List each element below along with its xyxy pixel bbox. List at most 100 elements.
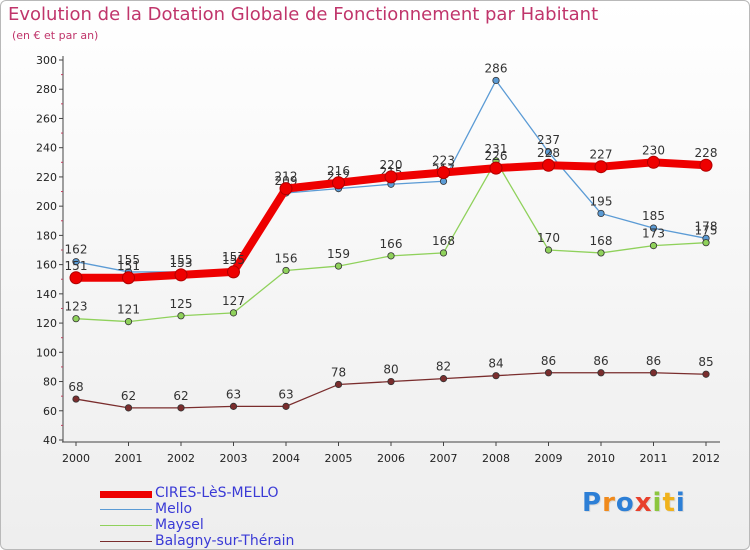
- chart-subtitle: (en € et par an): [12, 29, 99, 42]
- legend-label: Balagny-sur-Thérain: [155, 533, 295, 549]
- legend-swatch: [100, 509, 152, 510]
- data-point: [69, 271, 83, 285]
- data-point: [174, 268, 188, 282]
- data-label: 86: [541, 354, 556, 368]
- x-tick-label: 2002: [167, 452, 195, 465]
- y-tick-label: 160: [36, 259, 57, 272]
- data-label: 220: [380, 158, 403, 172]
- legend-swatch: [100, 525, 152, 526]
- logo-letter: P: [582, 488, 603, 518]
- data-point: [122, 271, 135, 285]
- proxiti-logo: Proxiti: [582, 488, 686, 518]
- data-label: 86: [593, 354, 608, 368]
- data-label: 84: [488, 357, 503, 371]
- data-point: [492, 372, 500, 380]
- data-point: [334, 380, 343, 389]
- data-point: [332, 176, 345, 190]
- data-label: 127: [222, 294, 245, 308]
- x-tick-label: 2007: [430, 452, 458, 465]
- data-label: 155: [170, 253, 193, 267]
- y-tick-label: 200: [36, 200, 57, 213]
- data-point: [597, 209, 605, 218]
- data-label: 230: [642, 143, 665, 157]
- data-label: 155: [117, 253, 140, 267]
- data-point: [229, 402, 238, 410]
- data-label: 63: [278, 387, 293, 401]
- data-point: [699, 158, 713, 172]
- data-point: [177, 312, 185, 320]
- data-point: [177, 404, 185, 412]
- data-label: 151: [117, 259, 140, 273]
- data-label: 166: [380, 237, 403, 251]
- data-label: 168: [590, 234, 613, 248]
- data-label: 151: [65, 259, 88, 273]
- data-label: 80: [383, 363, 398, 377]
- data-point: [649, 224, 658, 232]
- data-point: [229, 309, 238, 317]
- x-tick-label: 2010: [587, 452, 615, 465]
- data-point: [702, 239, 710, 247]
- y-tick-label: 260: [36, 112, 57, 125]
- data-point: [544, 246, 553, 254]
- data-label: 185: [642, 209, 665, 223]
- line-chart: 40 60 80 100 120 140 160 180 200 220 240 260 280 300 2…: [36, 54, 720, 465]
- data-label: 170: [537, 231, 560, 245]
- data-point: [334, 262, 343, 270]
- data-point: [542, 158, 555, 172]
- data-label: 155: [222, 253, 245, 267]
- data-label: 85: [698, 355, 713, 369]
- y-tick-label: 100: [36, 346, 57, 359]
- data-point: [597, 249, 605, 257]
- y-tick-label: 300: [36, 54, 57, 67]
- y-tick-label: 40: [43, 434, 57, 447]
- x-tick-label: 2005: [325, 452, 353, 465]
- data-label: 121: [117, 303, 140, 317]
- data-point: [439, 249, 448, 257]
- data-point: [544, 148, 553, 156]
- data-point: [282, 266, 290, 275]
- data-label: 82: [436, 360, 451, 374]
- data-label: 125: [170, 297, 193, 311]
- x-tick-label: 2011: [640, 452, 668, 465]
- y-tick-label: 60: [43, 405, 57, 418]
- data-point: [72, 315, 80, 323]
- legend-label: Maysel: [155, 517, 204, 533]
- data-label: 228: [537, 146, 560, 160]
- data-label: 159: [327, 247, 350, 261]
- x-tick-label: 2009: [535, 452, 563, 465]
- data-point: [384, 170, 398, 184]
- data-point: [492, 76, 500, 85]
- data-label: 231: [485, 142, 508, 156]
- legend-swatch: [100, 491, 152, 498]
- data-point: [649, 369, 658, 377]
- data-point: [439, 177, 448, 185]
- x-tick-label: 2004: [272, 452, 300, 465]
- data-point: [594, 160, 608, 174]
- data-point: [489, 161, 503, 175]
- data-label: 68: [68, 380, 83, 394]
- data-point: [72, 258, 80, 266]
- data-label: 162: [65, 243, 88, 257]
- data-label: 168: [432, 234, 455, 248]
- data-label: 63: [226, 387, 241, 401]
- data-point: [647, 155, 660, 169]
- data-label: 216: [327, 164, 350, 178]
- data-label: 62: [121, 389, 136, 403]
- data-label: 226: [485, 149, 508, 163]
- legend-swatch: [100, 541, 152, 542]
- chart-title: Evolution de la Dotation Globale de Fonc…: [8, 4, 599, 25]
- y-tick-label: 180: [36, 229, 57, 242]
- data-label: 62: [173, 389, 188, 403]
- data-label: 173: [642, 227, 665, 241]
- data-label: 286: [485, 61, 508, 75]
- data-point: [439, 375, 448, 383]
- data-label: 156: [275, 251, 298, 265]
- y-tick-label: 120: [36, 317, 57, 330]
- logo-letter: i: [675, 488, 686, 518]
- data-point: [649, 242, 658, 250]
- y-tick-label: 220: [36, 171, 57, 184]
- data-point: [124, 404, 133, 412]
- data-point: [387, 252, 395, 260]
- y-tick-label: 240: [36, 142, 57, 155]
- x-tick-label: 2012: [692, 452, 720, 465]
